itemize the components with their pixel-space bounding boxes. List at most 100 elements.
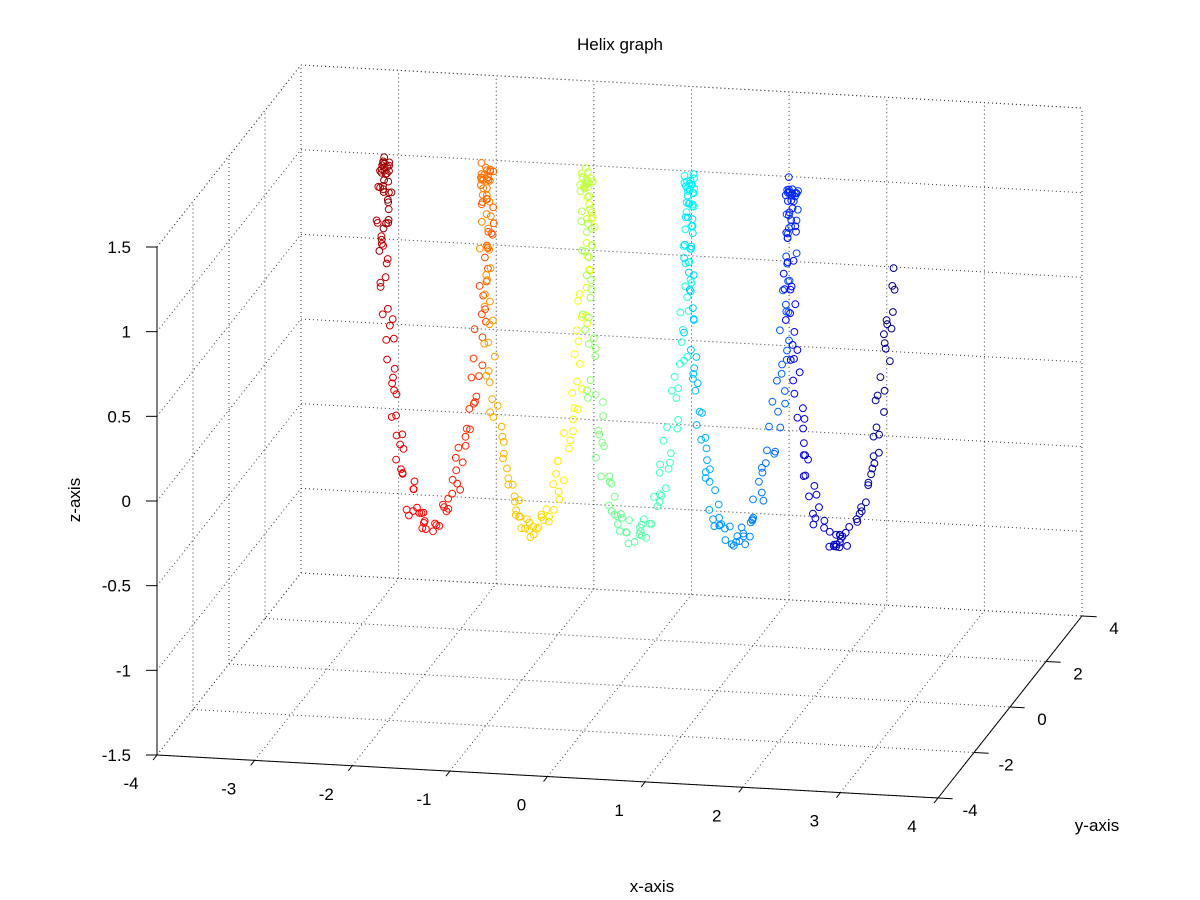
data-point bbox=[610, 492, 619, 501]
data-point bbox=[701, 433, 710, 442]
data-point bbox=[615, 527, 624, 535]
data-point bbox=[655, 468, 664, 477]
data-point bbox=[584, 394, 592, 402]
data-point bbox=[868, 464, 877, 473]
data-point bbox=[585, 200, 594, 209]
back-wall-grid-line bbox=[300, 318, 1083, 363]
labels-layer: Helix graph x-axis y-axis z-axis -4 -3 -2 -… bbox=[65, 35, 1119, 896]
data-point bbox=[697, 435, 706, 444]
data-point bbox=[413, 503, 421, 512]
data-point bbox=[805, 492, 813, 501]
z-tick-label: -1 bbox=[116, 661, 131, 680]
data-point bbox=[477, 217, 486, 226]
data-point bbox=[376, 278, 385, 287]
data-point bbox=[880, 339, 889, 348]
data-point bbox=[575, 360, 584, 368]
data-point bbox=[387, 413, 396, 421]
data-point bbox=[510, 492, 519, 501]
data-point bbox=[549, 480, 557, 489]
data-point bbox=[864, 481, 873, 490]
data-point bbox=[820, 516, 829, 525]
data-point bbox=[761, 459, 770, 468]
data-point bbox=[638, 531, 646, 540]
data-point bbox=[477, 159, 486, 167]
y-tick-mark bbox=[937, 797, 953, 800]
data-point bbox=[583, 219, 592, 228]
x-tick-label: -4 bbox=[123, 774, 138, 793]
data-point bbox=[475, 244, 484, 253]
x-tick-mark bbox=[445, 770, 451, 777]
data-point bbox=[886, 357, 894, 366]
data-point bbox=[837, 534, 845, 543]
data-point bbox=[485, 245, 494, 254]
data-point bbox=[735, 537, 744, 545]
data-point bbox=[613, 520, 622, 528]
data-point bbox=[429, 527, 437, 536]
data-point bbox=[809, 509, 817, 518]
data-point bbox=[689, 374, 697, 383]
data-point bbox=[384, 219, 393, 227]
data-point bbox=[398, 469, 407, 477]
data-point bbox=[467, 373, 476, 382]
data-point bbox=[418, 524, 427, 533]
data-point bbox=[575, 290, 584, 298]
data-point bbox=[655, 490, 664, 499]
data-point bbox=[776, 423, 785, 432]
data-point bbox=[529, 522, 538, 531]
x-tick-label: 3 bbox=[810, 812, 819, 831]
data-point bbox=[594, 426, 603, 435]
data-point bbox=[569, 427, 577, 436]
data-point bbox=[781, 399, 789, 408]
data-point bbox=[478, 361, 487, 370]
data-point bbox=[788, 341, 797, 349]
data-point bbox=[382, 336, 391, 344]
data-point bbox=[702, 444, 711, 453]
data-point bbox=[875, 448, 883, 457]
data-point bbox=[376, 283, 385, 291]
data-point bbox=[624, 539, 633, 548]
data-point bbox=[768, 397, 777, 406]
data-point bbox=[591, 390, 600, 399]
data-point bbox=[622, 528, 630, 536]
data-point bbox=[647, 520, 656, 528]
data-point bbox=[390, 386, 399, 395]
chart-title: Helix graph bbox=[577, 35, 663, 54]
data-point bbox=[392, 411, 401, 420]
data-point bbox=[452, 466, 461, 475]
data-point bbox=[486, 297, 494, 306]
data-point bbox=[688, 215, 697, 224]
data-point bbox=[782, 300, 790, 309]
data-point bbox=[587, 276, 595, 284]
data-point bbox=[779, 286, 787, 295]
data-point bbox=[800, 439, 808, 448]
data-point bbox=[405, 511, 413, 520]
data-point bbox=[883, 320, 892, 329]
data-point bbox=[469, 354, 478, 363]
data-point bbox=[399, 445, 408, 453]
data-point bbox=[583, 177, 591, 186]
data-point bbox=[499, 454, 507, 463]
data-point bbox=[515, 496, 523, 505]
data-point bbox=[485, 197, 494, 206]
data-point bbox=[481, 253, 489, 262]
data-point bbox=[721, 524, 729, 533]
x-tick-mark bbox=[933, 797, 939, 804]
data-point bbox=[475, 282, 484, 290]
data-point bbox=[780, 285, 789, 294]
data-point bbox=[689, 304, 697, 313]
data-point bbox=[683, 187, 692, 195]
data-point bbox=[790, 328, 799, 336]
data-point bbox=[812, 490, 821, 499]
data-point bbox=[574, 337, 583, 346]
data-point bbox=[787, 216, 796, 225]
data-point bbox=[872, 423, 881, 432]
data-point bbox=[573, 377, 581, 386]
y-tick-mark bbox=[973, 752, 989, 754]
data-point bbox=[545, 517, 553, 526]
data-point bbox=[674, 384, 683, 393]
data-point bbox=[825, 527, 834, 536]
data-point bbox=[568, 389, 577, 397]
data-point bbox=[683, 293, 691, 302]
data-point bbox=[705, 477, 714, 486]
data-point bbox=[560, 429, 568, 437]
